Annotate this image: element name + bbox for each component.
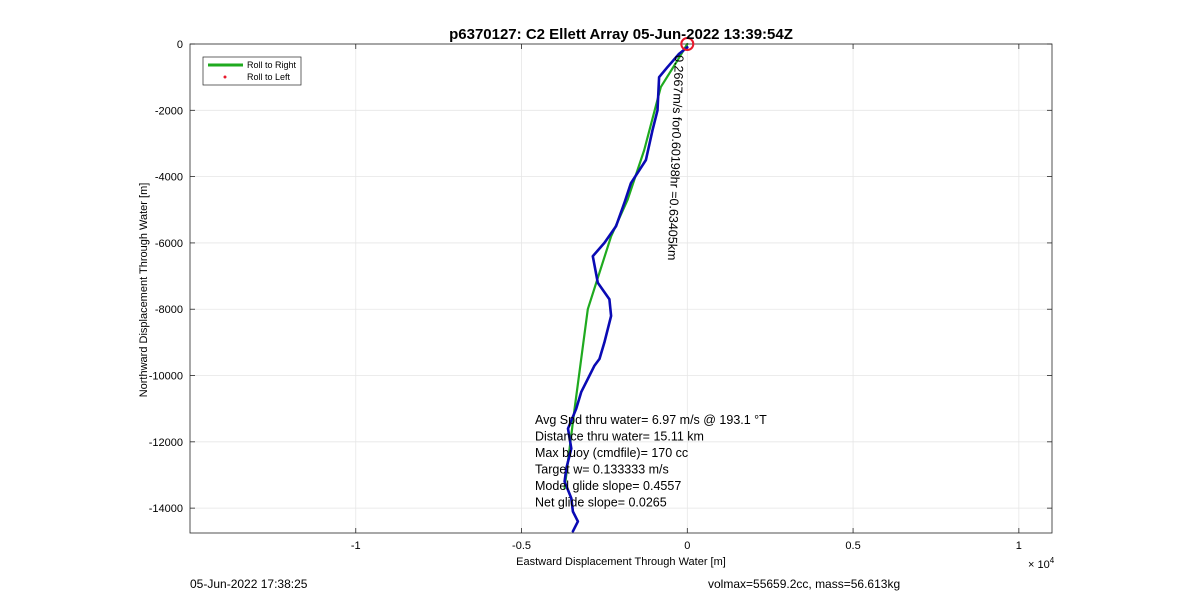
stats-line: Net glide slope= 0.0265 — [535, 496, 667, 510]
x-axis-exponent-base: × 10 — [1028, 559, 1050, 571]
series-line-track — [563, 45, 689, 533]
x-axis-exponent: × 104 — [1028, 556, 1055, 571]
y-tick-label: -4000 — [155, 172, 183, 184]
y-axis-label: Northward Displacement Through Water [m] — [138, 183, 150, 398]
x-tick-label: 0 — [684, 540, 690, 552]
footer-vehicle-params: volmax=55659.2cc, mass=56.613kg — [708, 577, 901, 591]
legend-box — [202, 56, 302, 86]
series-line-roll-to-right — [563, 42, 689, 490]
footer-timestamp: 05-Jun-2022 17:38:25 — [190, 577, 308, 591]
stats-line: Target w= 0.133333 m/s — [535, 463, 669, 477]
x-tick-label: 1 — [1016, 540, 1022, 552]
y-tick-label: -10000 — [149, 371, 183, 383]
y-tick-label: 0 — [177, 39, 183, 51]
stats-line: Model glide slope= 0.4557 — [535, 479, 681, 493]
legend-swatch-roll-left — [223, 75, 227, 79]
start-marker — [680, 37, 695, 51]
stats-line: Avg Spd thru water= 6.97 m/s @ 193.1 °T — [535, 413, 767, 427]
tick-labels: -1 -0.5 0 0.5 1 0 -2000 -4000 -6000 -8000 -10000 -1… — [149, 39, 1022, 552]
x-axis-label: Eastward Displacement Through Water [m] — [516, 556, 726, 568]
y-tick-label: -12000 — [149, 437, 183, 449]
stats-line: Max buoy (cmdfile)= 170 cc — [535, 446, 688, 460]
x-tick-label: 0.5 — [845, 540, 860, 552]
stats-line: Distance thru water= 15.11 km — [535, 430, 704, 444]
stats-annotations: Avg Spd thru water= 6.97 m/s @ 193.1 °T D… — [535, 413, 767, 510]
y-tick-label: -14000 — [149, 503, 183, 515]
y-tick-label: -2000 — [155, 105, 183, 117]
legend: Roll to Right Roll to Left — [202, 56, 302, 86]
plot-area — [190, 44, 1052, 533]
axes-box — [189, 43, 1053, 534]
legend-label-roll-left: Roll to Left — [247, 72, 291, 82]
chart-title: p6370127: C2 Ellett Array 05-Jun-2022 13… — [449, 26, 793, 43]
x-tick-label: -0.5 — [512, 540, 531, 552]
x-tick-label: -1 — [351, 540, 361, 552]
legend-label-roll-right: Roll to Right — [247, 60, 297, 70]
y-tick-label: -6000 — [155, 238, 183, 250]
x-axis-exponent-power: 4 — [1050, 556, 1055, 565]
y-tick-label: -8000 — [155, 304, 183, 316]
data-series — [563, 42, 689, 533]
